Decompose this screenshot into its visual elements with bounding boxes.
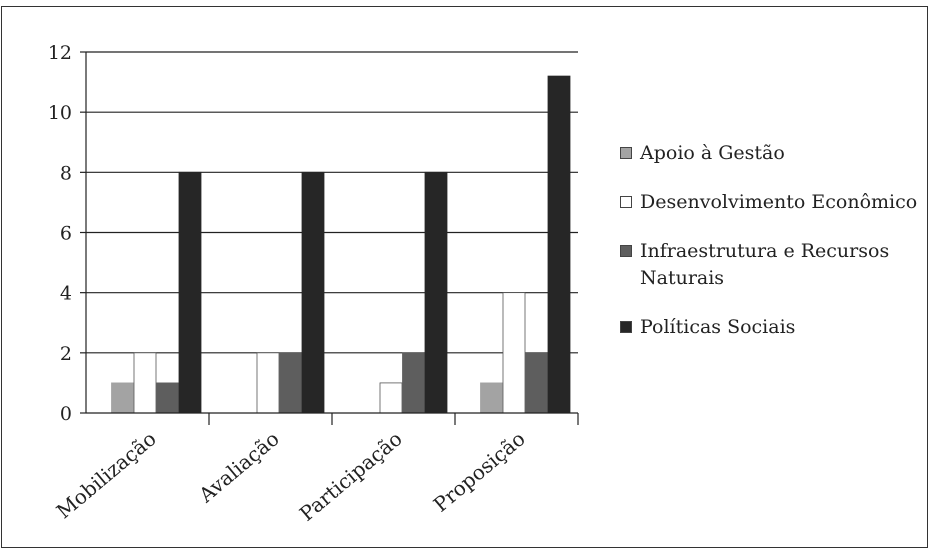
grid-lines [86, 51, 578, 354]
y-tick-label: 0 [60, 403, 72, 425]
bar [178, 171, 202, 414]
bar [279, 352, 302, 414]
bar [111, 382, 134, 414]
legend-swatch-icon [620, 196, 632, 208]
y-tick-label: 6 [60, 223, 72, 245]
legend-label: Desenvolvimento Econômico [640, 191, 918, 213]
bar [547, 75, 571, 414]
legend-swatch-icon [620, 321, 632, 333]
category-label: Mobilização [52, 426, 161, 523]
bar [156, 382, 179, 414]
bar [133, 352, 157, 414]
y-tick-label: 2 [60, 343, 72, 365]
category-label: Avaliação [193, 426, 283, 507]
bar [402, 352, 425, 414]
legend-label: Infraestrutura e Recursos Naturais [640, 240, 890, 289]
legend: Apoio à Gestão Desenvolvimento Econômico… [620, 140, 920, 363]
bar [525, 352, 548, 414]
bar [502, 292, 526, 414]
y-tick-label: 12 [48, 42, 72, 64]
legend-item: Políticas Sociais [620, 314, 920, 341]
legend-label: Apoio à Gestão [640, 142, 785, 164]
legend-item: Desenvolvimento Econômico [620, 189, 920, 216]
bar [301, 171, 325, 414]
category-label: Participação [295, 426, 407, 525]
bar [480, 382, 503, 414]
y-tick-label: 4 [60, 283, 72, 305]
legend-label: Políticas Sociais [640, 316, 796, 338]
chart-frame [1, 6, 928, 548]
legend-swatch-icon [620, 147, 632, 159]
category-labels: Mobilização Avaliação Participação Proposiç… [52, 426, 530, 525]
y-tick-label: 8 [60, 162, 72, 184]
y-tick-labels: 0 2 4 6 8 10 12 [48, 42, 72, 425]
legend-item: Apoio à Gestão [620, 140, 920, 167]
category-label: Proposição [429, 426, 530, 516]
bar [424, 171, 448, 414]
bar [256, 352, 280, 414]
axes [80, 51, 579, 425]
legend-item: Infraestrutura e Recursos Naturais [620, 238, 920, 292]
legend-swatch-icon [620, 245, 632, 257]
y-tick-label: 10 [48, 102, 72, 124]
bars [111, 75, 571, 414]
bar [379, 382, 403, 414]
